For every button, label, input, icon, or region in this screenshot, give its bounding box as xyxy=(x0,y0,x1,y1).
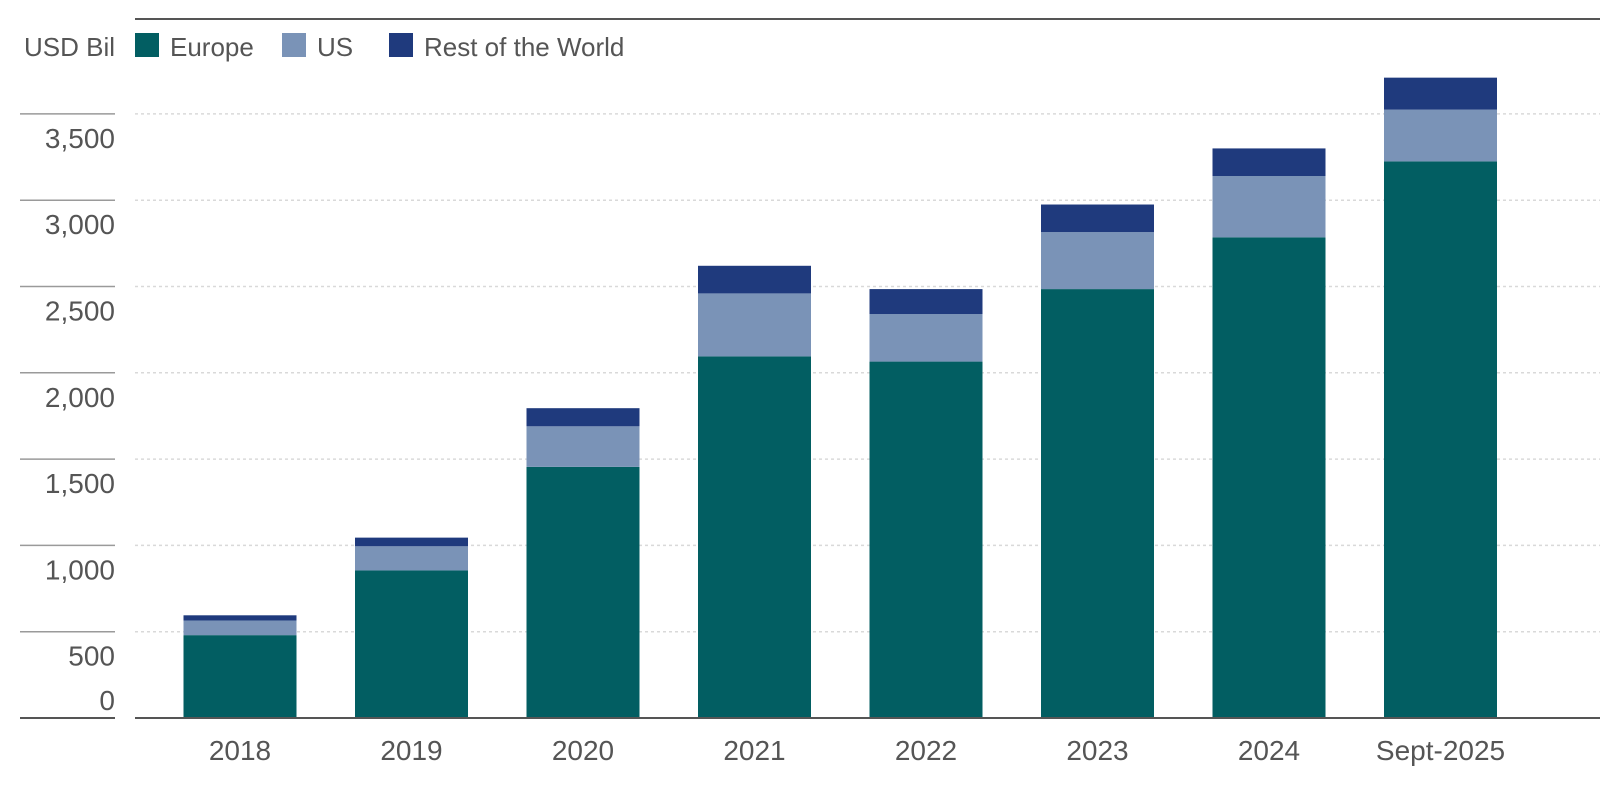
bar-segment-europe xyxy=(355,570,468,718)
bar-segment-us xyxy=(355,546,468,571)
x-tick-label: Sept-2025 xyxy=(1376,735,1505,766)
x-tick-label: 2022 xyxy=(895,735,957,766)
bar-segment-rest-of-the-world xyxy=(1212,148,1326,177)
y-tick-label: 2,000 xyxy=(45,382,115,413)
x-tick-label: 2021 xyxy=(723,735,785,766)
y-tick-label: 3,000 xyxy=(45,209,115,240)
gridlines xyxy=(135,113,1600,633)
bar-segment-europe xyxy=(1212,237,1326,718)
y-tick-labels: 0 500 1,000 1,500 2,000 2,500 3,000 3,500 xyxy=(45,123,115,716)
bar-segment-us xyxy=(1212,176,1326,238)
bar-segment-rest-of-the-world xyxy=(526,408,640,427)
legend-label: Europe xyxy=(170,32,254,62)
x-tick-label: 2019 xyxy=(380,735,442,766)
axes xyxy=(20,18,1600,719)
y-tick-label: 500 xyxy=(68,641,115,672)
bar-segment-us xyxy=(698,293,811,357)
x-tick-label: 2020 xyxy=(552,735,614,766)
y-tick-label: 0 xyxy=(99,685,115,716)
bars-group xyxy=(183,77,1497,719)
legend: Europe US Rest of the World xyxy=(135,32,624,62)
bar-segment-rest-of-the-world xyxy=(183,615,297,621)
x-tick-labels: 2018 2019 2020 2021 2022 2023 2024 Sept-2025 xyxy=(209,735,1505,766)
x-tick-label: 2024 xyxy=(1238,735,1300,766)
bar-segment-us xyxy=(526,426,640,467)
bar-segment-us xyxy=(183,620,297,636)
y-tick-label: 3,500 xyxy=(45,123,115,154)
legend-label: US xyxy=(317,32,353,62)
y-unit-label: USD Bil xyxy=(24,32,115,62)
bar-segment-europe xyxy=(526,466,640,718)
y-tick-label: 2,500 xyxy=(45,296,115,327)
legend-swatch xyxy=(135,33,159,57)
bar-segment-us xyxy=(1384,109,1497,162)
bar-segment-europe xyxy=(869,361,983,718)
x-tick-label: 2018 xyxy=(209,735,271,766)
bar-segment-rest-of-the-world xyxy=(698,265,811,294)
legend-swatch xyxy=(282,33,306,57)
y-tick-label: 1,000 xyxy=(45,554,115,585)
legend-label: Rest of the World xyxy=(424,32,624,62)
bar-segment-rest-of-the-world xyxy=(1384,77,1497,110)
bar-segment-us xyxy=(869,314,983,362)
bar-segment-europe xyxy=(698,356,811,718)
bar-segment-rest-of-the-world xyxy=(869,289,983,315)
bar-segment-us xyxy=(1041,232,1154,290)
bar-segment-rest-of-the-world xyxy=(355,537,468,547)
legend-swatch xyxy=(389,33,413,57)
bar-segment-europe xyxy=(1384,161,1497,719)
x-tick-label: 2023 xyxy=(1066,735,1128,766)
bar-segment-europe xyxy=(183,635,297,718)
bar-segment-europe xyxy=(1041,289,1154,718)
y-tick-label: 1,500 xyxy=(45,468,115,499)
bar-segment-rest-of-the-world xyxy=(1041,204,1154,233)
